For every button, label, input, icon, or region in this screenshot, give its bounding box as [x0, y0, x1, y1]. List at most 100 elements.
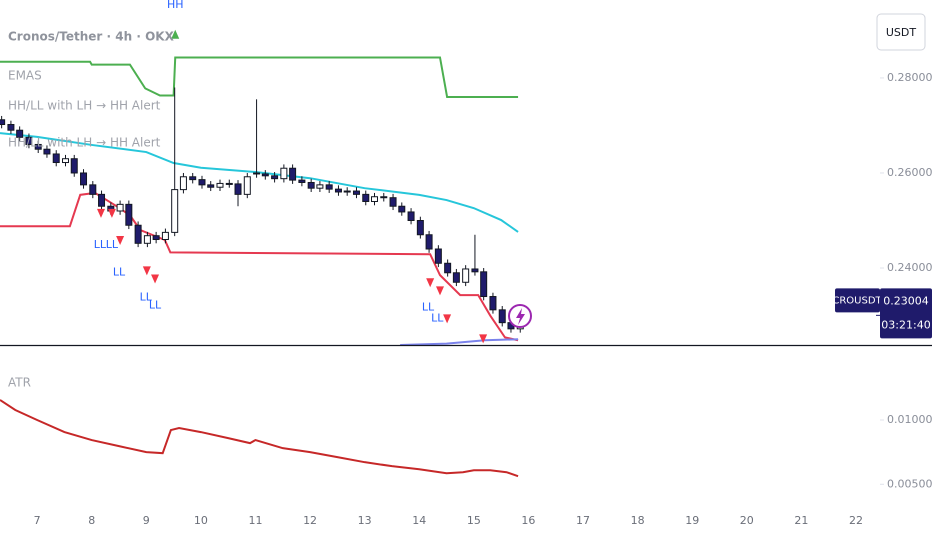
candle-body — [370, 196, 378, 202]
candle-body — [62, 158, 70, 164]
x-tick-label: 15 — [467, 514, 481, 527]
signal-label: LL — [106, 238, 119, 251]
y-tick-label: 0.24000 — [887, 261, 932, 274]
candle-body — [143, 235, 151, 244]
signal-marker — [107, 208, 116, 218]
x-tick-label: 11 — [248, 514, 262, 527]
candle-body — [407, 211, 415, 221]
x-tick-label: 13 — [358, 514, 372, 527]
candle-body — [89, 184, 97, 195]
symbol-badge-label: CROUSDT — [832, 295, 882, 306]
signal-label: LL — [94, 238, 107, 251]
price-badge — [880, 288, 932, 339]
candle-body — [134, 224, 142, 244]
x-tick-label: 7 — [34, 514, 41, 527]
alert-bolt[interactable] — [516, 308, 525, 325]
candle-body — [171, 189, 179, 233]
candle-body — [480, 271, 488, 298]
candle-body — [253, 172, 261, 175]
y-tick-label: 0.28000 — [887, 71, 932, 84]
indicator-line — [0, 56, 519, 98]
candle-body — [7, 124, 15, 131]
candle-body — [16, 129, 24, 138]
candle-body — [225, 182, 233, 185]
atr-title: ATR — [8, 376, 31, 390]
currency-button[interactable]: USDT — [876, 13, 926, 51]
signal-marker — [426, 278, 435, 288]
atr-line — [0, 399, 519, 478]
indicator-label: HH/LL with LH → HH Alert — [8, 99, 161, 113]
candle-body — [261, 173, 269, 177]
candle-body — [234, 183, 242, 195]
candle-body — [152, 235, 160, 241]
signal-marker — [479, 334, 488, 344]
candle-body — [125, 203, 133, 226]
price-badge-label: 0.23004 — [883, 294, 929, 307]
signal-label: LL — [422, 300, 435, 313]
candle-body — [316, 184, 324, 189]
candle-body — [52, 153, 60, 164]
x-tick-label: 12 — [303, 514, 317, 527]
candle-body — [289, 167, 297, 181]
x-tick-label: 14 — [412, 514, 426, 527]
candle-body — [416, 219, 424, 236]
x-tick-label: 19 — [685, 514, 699, 527]
x-tick-label: 21 — [794, 514, 808, 527]
candle-body — [298, 179, 306, 183]
candle-body — [98, 193, 106, 207]
candle-body — [198, 179, 206, 186]
x-tick-label: 22 — [849, 514, 863, 527]
signal-marker — [116, 235, 125, 245]
candle-body — [425, 234, 433, 250]
signal-marker — [151, 274, 160, 284]
alert-icon[interactable] — [508, 304, 532, 328]
currency-label[interactable]: USDT — [886, 26, 917, 39]
candle-body — [489, 296, 497, 311]
x-tick-label: 10 — [194, 514, 208, 527]
indicator-line — [400, 338, 519, 346]
candle-body — [271, 175, 279, 180]
x-tick-label: 9 — [143, 514, 150, 527]
candle-body — [243, 176, 251, 195]
candle-body — [325, 184, 333, 190]
candle-body — [380, 196, 388, 199]
signal-label: LL — [431, 311, 444, 324]
candle-body — [116, 203, 124, 212]
x-tick-label: 16 — [521, 514, 535, 527]
candle-body — [444, 262, 452, 274]
indicator-line — [0, 191, 519, 342]
signal-label: LL — [140, 290, 153, 303]
symbol-title: Cronos/Tether · 4h · OKX — [8, 30, 175, 44]
candle-body — [34, 143, 42, 150]
candle-body — [216, 182, 224, 188]
candle-body — [280, 167, 288, 180]
x-tick-label: 20 — [740, 514, 754, 527]
currency-button-box[interactable] — [876, 13, 926, 51]
candle-body — [179, 176, 187, 191]
candle-body — [362, 193, 370, 202]
indicator-label: HH/LL with LH → HH Alert — [8, 136, 161, 150]
signal-label: HH — [167, 0, 184, 11]
candle-body — [161, 231, 169, 241]
signal-marker — [436, 286, 444, 296]
x-tick-label: 18 — [631, 514, 645, 527]
candle-body — [498, 309, 506, 324]
y-tick-label: 0.26000 — [887, 166, 932, 179]
candle-body — [352, 190, 360, 195]
x-tick-label: 17 — [576, 514, 590, 527]
candle-body — [43, 148, 51, 155]
signal-label: LL — [149, 299, 162, 312]
candle-body — [343, 190, 351, 193]
y-tick-label: 0.01000 — [887, 413, 932, 426]
atr-pane: 0.01000 0.00500 — [0, 399, 932, 490]
candle-body — [25, 136, 33, 145]
candle-body — [398, 205, 406, 213]
signal-label: LL — [113, 265, 126, 278]
candle-body — [452, 272, 460, 283]
signal-marker — [171, 29, 180, 39]
signal-marker — [96, 208, 105, 218]
candle-body — [462, 268, 470, 283]
symbol-badge — [835, 288, 880, 313]
